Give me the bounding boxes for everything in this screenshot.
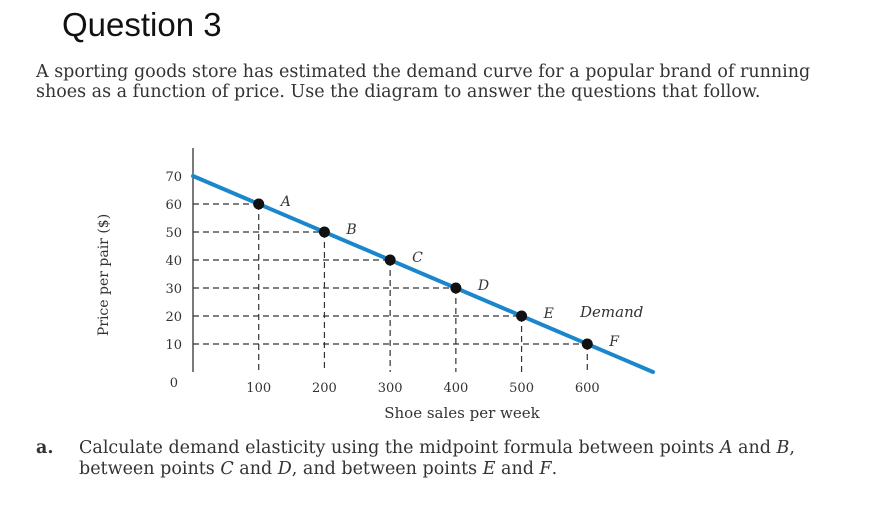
point-d xyxy=(450,282,462,294)
question-intro: A sporting goods store has estimated the… xyxy=(36,62,811,102)
point-f xyxy=(581,338,593,350)
question-text-part: and xyxy=(732,438,777,458)
point-label-b: B xyxy=(345,222,356,238)
demand-curve-label: Demand xyxy=(579,303,643,321)
question-text-part: and xyxy=(495,459,540,479)
question-text-part: , and between points xyxy=(291,459,483,479)
point-label-d: D xyxy=(477,278,489,294)
x-tick-label: 300 xyxy=(378,381,403,396)
point-c xyxy=(384,254,396,266)
point-ref-d: D xyxy=(277,459,292,479)
y-tick-label: 20 xyxy=(165,310,182,325)
point-label-a: A xyxy=(279,194,291,210)
question-text: Calculate demand elasticity using the mi… xyxy=(79,438,836,480)
question-text-part: and xyxy=(233,459,278,479)
x-tick-label: 200 xyxy=(312,381,337,396)
y-tick-label: 40 xyxy=(165,254,182,269)
point-label-c: C xyxy=(412,250,423,266)
question-letter: a. xyxy=(36,438,54,458)
y-tick-label: 50 xyxy=(165,226,182,241)
point-ref-b: B xyxy=(776,438,790,458)
point-e xyxy=(516,310,528,322)
x-tick-label: 600 xyxy=(575,381,600,396)
point-ref-a: A xyxy=(719,438,733,458)
point-label-e: E xyxy=(543,306,554,322)
point-ref-f: F xyxy=(539,459,552,479)
point-b xyxy=(318,226,330,238)
x-tick-label: 400 xyxy=(443,381,468,396)
point-a xyxy=(253,198,265,210)
question-text-part: . xyxy=(551,459,558,479)
x-tick-label: 100 xyxy=(246,381,271,396)
point-ref-c: C xyxy=(220,459,234,479)
x-axis-label: Shoe sales per week xyxy=(384,404,540,422)
y-tick-label: 70 xyxy=(165,170,182,185)
y-axis-label: Price per pair ($) xyxy=(96,214,112,336)
question-a: a. Calculate demand elasticity using the… xyxy=(36,438,836,480)
point-label-f: F xyxy=(608,334,620,350)
y-tick-label: 10 xyxy=(165,338,182,353)
y-tick-label: 60 xyxy=(165,198,182,213)
question-text-part: Calculate demand elasticity using the mi… xyxy=(79,438,720,458)
y-tick-label: 30 xyxy=(165,282,182,297)
point-ref-e: E xyxy=(482,459,496,479)
demand-curve xyxy=(191,174,655,374)
question-text-part: , between points xyxy=(79,438,795,479)
slide-title: Question 3 xyxy=(62,6,222,43)
x-tick-label: 500 xyxy=(509,381,534,396)
origin-label: 0 xyxy=(170,376,178,391)
